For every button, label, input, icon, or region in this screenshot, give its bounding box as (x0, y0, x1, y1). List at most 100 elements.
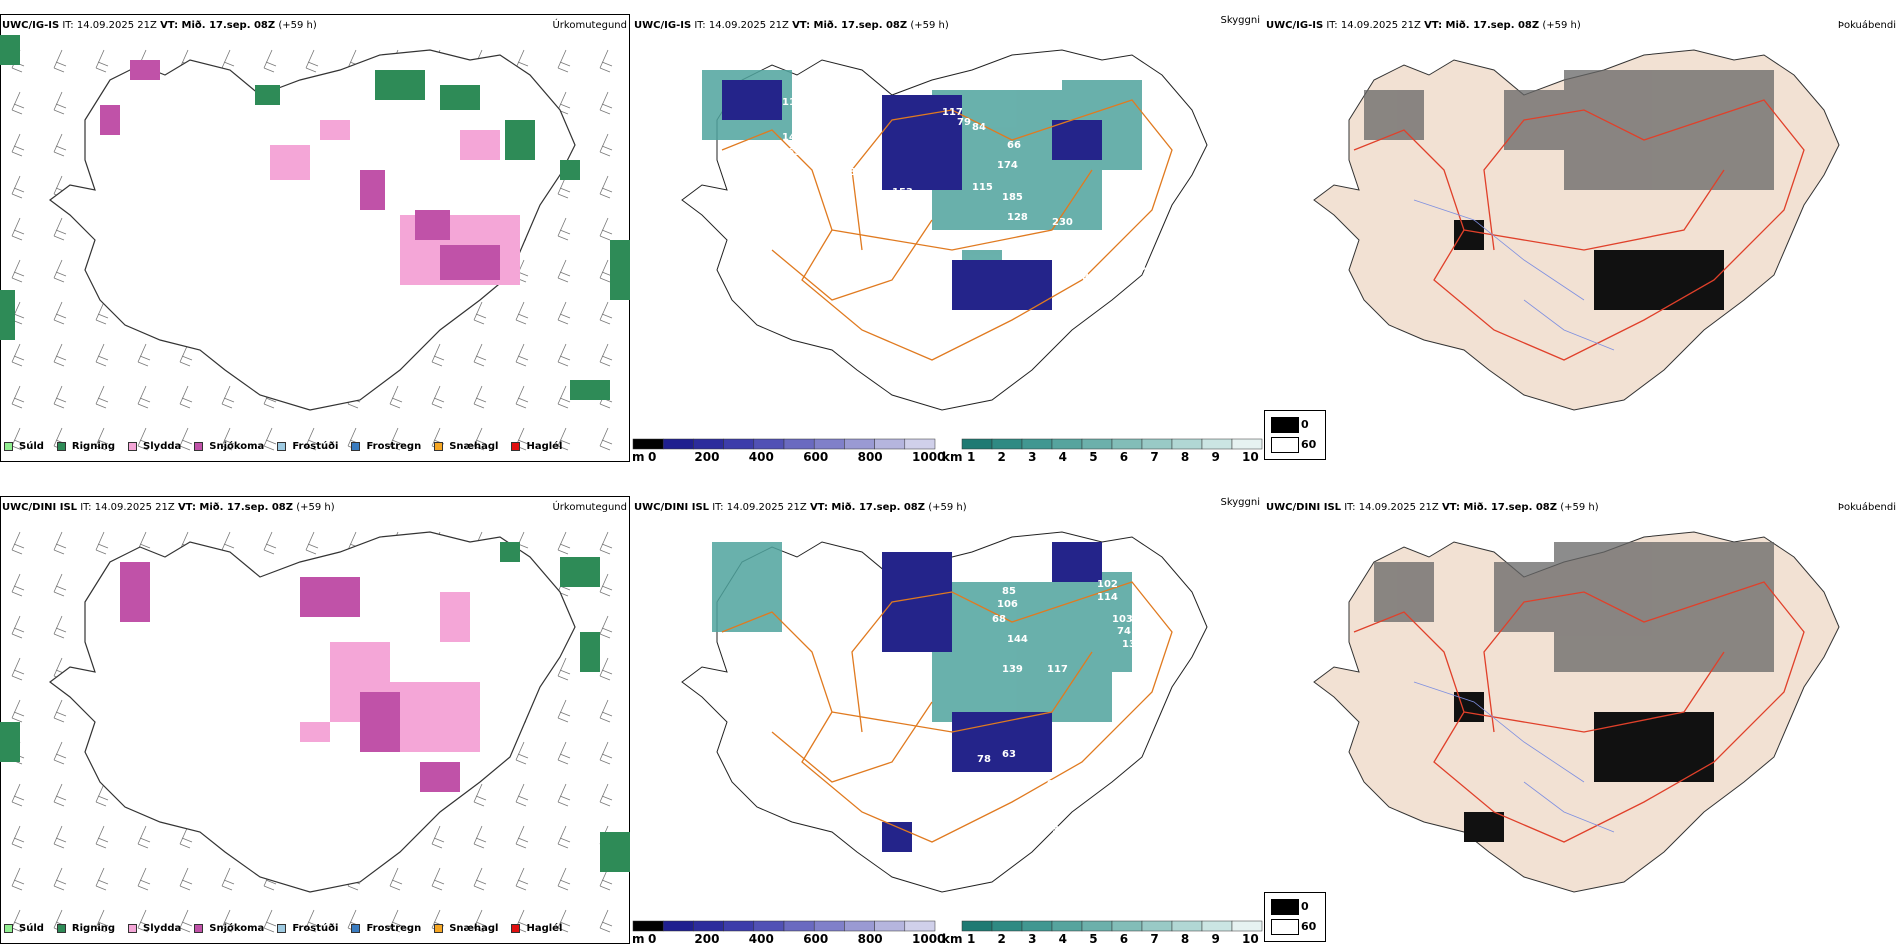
visibility-colorbar-tick: 6 (1120, 450, 1128, 464)
panel-title: Skyggni (1220, 497, 1260, 508)
wind-barb-icon (137, 385, 151, 409)
wind-barb-icon (263, 49, 277, 73)
legend-swatch (434, 441, 444, 451)
legend-item: Rigning (56, 923, 115, 934)
wind-barb-icon (95, 301, 109, 325)
height-colorbar-tick: 400 (749, 450, 774, 464)
rivers (1413, 199, 1615, 351)
wind-barb-icon (137, 825, 151, 849)
cloud-height-label: 185 (1002, 192, 1023, 203)
wind-barb-icon (95, 783, 109, 807)
visibility-colorbar-cell (1231, 438, 1263, 450)
legend-swatch (4, 923, 13, 933)
cloud-height-label: 174 (997, 160, 1018, 171)
panel-title: Úrkomutegund (552, 502, 627, 513)
legend-item: Frostúði (277, 441, 338, 452)
height-colorbar-tick: 0 (648, 450, 656, 464)
cloud-height-label: 279 (1022, 237, 1043, 248)
valid-time: VT: Mið. 17.sep. 08Z (1424, 20, 1540, 31)
wind-barb-icon (11, 825, 25, 849)
precip-rain (0, 542, 630, 872)
visibility-colorbar-cell (1141, 438, 1173, 450)
height-colorbar-cell (813, 920, 845, 932)
wind-barb-icon (599, 699, 613, 723)
fog-legend-black (1271, 899, 1299, 915)
fog-legend-white (1271, 919, 1299, 935)
wind-barb-icon (599, 573, 613, 597)
lead-time: (+59 h) (910, 20, 949, 31)
legend-label: Haglél (526, 922, 563, 934)
legend-item: Rigning (56, 440, 116, 452)
legend-label: Rigning (71, 440, 116, 452)
cloud-height-label: 130 (1172, 277, 1193, 288)
cloud-height-label: 99 (1052, 824, 1066, 835)
panel-header: UWC/IG-IS IT: 14.09.2025 21Z VT: Mið. 17… (1266, 20, 1581, 32)
cloud-height-label: 80 (862, 182, 876, 193)
wind-barb-icon (11, 783, 25, 807)
cloud-height-label: 74 (1117, 626, 1131, 637)
cloud-height-label: 139 (1002, 664, 1023, 675)
height-colorbar-cell (904, 920, 936, 932)
wind-barb-icon (389, 385, 403, 409)
cloud-height-label: 89 (822, 172, 836, 183)
cloud-height-label: 114 (1097, 592, 1118, 603)
visibility-colorbar-cell (991, 920, 1023, 932)
wind-barb-icon (599, 343, 613, 367)
visibility-colorbar-cell (1111, 920, 1143, 932)
height-colorbar-cell (904, 438, 936, 450)
visibility-colorbar-tick: 10 (1242, 932, 1259, 946)
cloud-height-label: 84 (1132, 262, 1146, 273)
panel-header: UWC/IG-IS IT: 14.09.2025 21Z VT: Mið. 17… (634, 20, 949, 32)
wind-barb-icon (431, 825, 445, 849)
visibility-colorbar-tick: 8 (1181, 450, 1189, 464)
wind-barb-icon (95, 825, 109, 849)
legend-item: Snæhagl (434, 923, 498, 934)
height-colorbar-cell (753, 438, 785, 450)
cloud-height-label: 60 (797, 94, 811, 105)
lead-time: (+59 h) (296, 502, 335, 513)
fog-legend-black-label: 0 (1301, 418, 1309, 431)
init-time: IT: 14.09.2025 21Z (62, 20, 157, 31)
panel-header: UWC/IG-IS IT: 14.09.2025 21Z VT: Mið. 17… (2, 20, 317, 32)
cloud-height-label: 78 (977, 754, 991, 765)
wind-barb-icon (557, 825, 571, 849)
fog-legend: 0 60 (1264, 892, 1326, 942)
cloud-height-label: 117 (942, 107, 963, 118)
cloud-height-label: 15 (782, 564, 796, 575)
cloud-height-label: 103 (1002, 574, 1023, 585)
wind-barb-icon (599, 615, 613, 639)
init-time: IT: 14.09.2025 21Z (1326, 20, 1421, 31)
visibility-colorbar-cell (1081, 920, 1113, 932)
wind-barb-icon (305, 531, 319, 555)
legend-swatch (511, 923, 521, 933)
wind-barb-icon (389, 427, 403, 451)
height-colorbar-cell (723, 920, 755, 932)
cloud-height-label: 148 (782, 132, 803, 143)
fog-map (1313, 531, 1840, 893)
height-colorbar-tick: 200 (694, 932, 719, 946)
visibility-colorbar-tick: 7 (1150, 450, 1158, 464)
wind-barb-icon (473, 343, 487, 367)
valid-time: VT: Mið. 17.sep. 08Z (809, 502, 926, 513)
fog-legend-white-label: 60 (1301, 920, 1317, 933)
height-colorbar-tick: 400 (749, 932, 774, 946)
wind-barb-icon (515, 867, 529, 891)
legend-label: Frostregn (366, 922, 422, 934)
cloud-height-label: 74 (812, 132, 826, 143)
visibility-colorbar-cell (1051, 920, 1083, 932)
wind-barb-icon (179, 385, 193, 409)
cloud-height-label: 65 (1152, 287, 1166, 298)
cloud-height-label: 128 (1007, 212, 1028, 223)
height-colorbar-cell (693, 438, 724, 450)
wind-barb-icon (95, 343, 109, 367)
wind-barb-icon (473, 385, 487, 409)
visibility-colorbar-cell (1111, 438, 1143, 450)
panel-frame (0, 14, 630, 462)
legend-swatch (277, 441, 287, 451)
wind-barb-icon (11, 531, 25, 555)
road-network (1353, 581, 1805, 843)
wind-barb-icon (515, 825, 529, 849)
height-colorbar-cell (844, 438, 875, 450)
wind-barb-icon (515, 783, 529, 807)
